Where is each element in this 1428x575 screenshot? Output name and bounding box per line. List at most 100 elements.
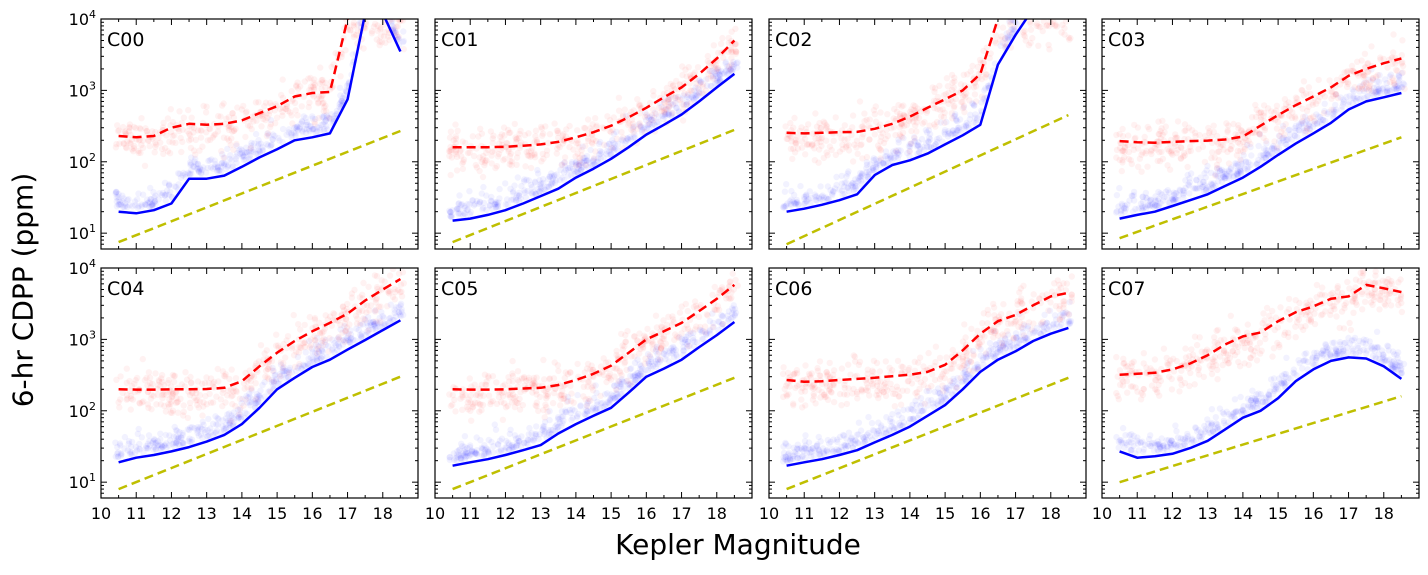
scatter-point-high — [348, 294, 356, 301]
scatter-point-high — [367, 302, 374, 309]
scatter-point-high — [1037, 23, 1044, 31]
scatter-point-low — [1381, 88, 1389, 96]
scatter-point-high — [1344, 78, 1352, 86]
scatter-point-high — [533, 374, 540, 381]
scatter-point-high — [1361, 85, 1368, 92]
scatter-point-low — [641, 124, 648, 131]
scatter-point-low — [176, 441, 183, 449]
scatter-point-high — [339, 329, 346, 336]
scatter-point-low — [1212, 170, 1219, 178]
scatter-point-low — [1234, 171, 1241, 178]
scatter-point-low — [591, 394, 598, 402]
scatter-point-high — [725, 283, 732, 291]
scatter-point-high — [190, 129, 197, 136]
scatter-point-low — [288, 129, 295, 137]
scatter-point-low — [1321, 107, 1328, 115]
scatter-point-low — [115, 196, 122, 204]
scatter-point-low — [590, 157, 597, 164]
scatter-point-low — [857, 174, 864, 181]
scatter-point-low — [248, 142, 255, 149]
scatter-point-low — [595, 151, 603, 158]
scatter-point-high — [699, 81, 707, 88]
scatter-point-high — [1227, 145, 1234, 153]
scatter-point-low — [636, 361, 643, 368]
scatter-point-low — [1151, 201, 1159, 209]
scatter-point-low — [526, 424, 533, 432]
scatter-point-high — [330, 310, 337, 317]
scatter-point-low — [250, 148, 257, 156]
scatter-point-low — [1169, 196, 1176, 203]
scatter-point-low — [669, 101, 676, 109]
scatter-point-low — [638, 368, 645, 375]
scatter-point-low — [343, 334, 351, 342]
scatter-point-low — [481, 446, 489, 454]
scatter-point-low — [146, 437, 153, 445]
scatter-point-low — [1210, 180, 1217, 187]
scatter-point-high — [203, 401, 210, 408]
scatter-point-low — [1150, 203, 1157, 211]
scatter-point-high — [1116, 130, 1123, 138]
scatter-point-high — [1314, 97, 1322, 105]
scatter-point-high — [709, 323, 717, 331]
scatter-point-high — [206, 390, 213, 398]
scatter-point-low — [642, 109, 649, 116]
scatter-point-low — [637, 365, 644, 373]
scatter-point-high — [482, 157, 489, 164]
scatter-point-low — [321, 125, 328, 133]
scatter-point-high — [1362, 64, 1369, 72]
scatter-point-high — [123, 144, 130, 152]
scatter-point-high — [1174, 134, 1181, 142]
scatter-point-low — [165, 442, 173, 449]
scatter-point-high — [506, 152, 514, 160]
scatter-point-high — [493, 400, 501, 407]
scatter-point-low — [1370, 84, 1378, 92]
scatter-point-low — [222, 415, 230, 422]
scatter-point-low — [911, 138, 918, 145]
scatter-point-low — [537, 183, 544, 190]
scatter-point-high — [136, 124, 143, 132]
scatter-point-low — [1221, 173, 1228, 180]
scatter-point-high — [574, 150, 581, 157]
scatter-point-low — [803, 197, 810, 204]
scatter-point-high — [385, 289, 392, 296]
scatter-point-low — [298, 365, 305, 372]
scatter-point-high — [726, 278, 733, 286]
scatter-point-low — [194, 424, 202, 431]
scatter-point-low — [211, 163, 218, 171]
scatter-point-high — [880, 139, 888, 147]
scatter-point-low — [397, 312, 404, 320]
scatter-point-high — [365, 327, 372, 334]
scatter-point-low — [631, 131, 638, 138]
scatter-point-high — [971, 91, 979, 98]
scatter-point-high — [673, 333, 681, 340]
scatter-point-low — [152, 440, 159, 447]
scatter-point-high — [891, 105, 898, 113]
scatter-point-low — [1170, 189, 1178, 196]
scatter-point-high — [389, 268, 397, 272]
scatter-point-low — [512, 435, 520, 442]
scatter-point-high — [1278, 112, 1286, 120]
scatter-point-low — [280, 367, 288, 375]
scatter-point-high — [546, 131, 554, 138]
scatter-point-low — [341, 92, 348, 99]
scatter-point-high — [370, 23, 378, 30]
scatter-point-low — [679, 95, 686, 102]
scatter-point-low — [478, 444, 485, 452]
panel-background — [101, 268, 418, 498]
scatter-point-high — [1228, 142, 1235, 150]
scatter-point-high — [1271, 138, 1278, 145]
scatter-point-low — [644, 351, 652, 358]
scatter-point-low — [597, 400, 604, 407]
scatter-point-high — [169, 139, 176, 146]
scatter-point-low — [346, 338, 353, 346]
scatter-point-low — [1315, 113, 1322, 120]
scatter-point-high — [248, 125, 255, 133]
scatter-point-high — [574, 137, 581, 144]
scatter-point-high — [1113, 146, 1121, 154]
scatter-point-low — [452, 455, 460, 462]
scatter-point-high — [472, 161, 479, 169]
scatter-point-low — [890, 148, 897, 155]
scatter-point-low — [1170, 191, 1178, 199]
scatter-point-low — [455, 200, 462, 207]
scatter-point-low — [857, 169, 864, 177]
